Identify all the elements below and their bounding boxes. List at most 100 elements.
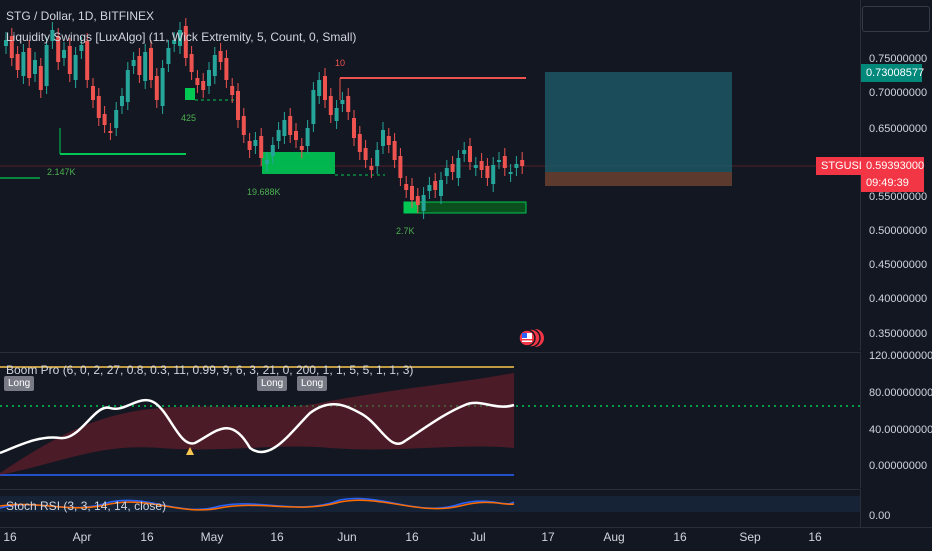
- candle-body: [299, 146, 304, 150]
- candle-body: [433, 181, 438, 190]
- candle-body: [230, 86, 235, 95]
- candle-body: [450, 164, 455, 172]
- candle-body: [311, 90, 316, 124]
- candle-body: [27, 48, 32, 78]
- volume-label: 2.147K: [47, 167, 76, 177]
- time-axis[interactable]: [0, 527, 932, 551]
- candle-body: [183, 26, 188, 58]
- candle-body: [166, 48, 171, 64]
- stoch-k-line: [0, 497, 515, 511]
- candle-body: [247, 141, 252, 150]
- candle-body: [352, 118, 356, 138]
- time-tick: Jul: [470, 530, 486, 544]
- candle-body: [201, 81, 206, 90]
- candle-body: [38, 66, 43, 90]
- candle-body: [294, 131, 298, 140]
- volume-label: 10: [335, 58, 346, 68]
- oscillator-axis[interactable]: 120.00000000 80.00000000 40.00000000 0.0…: [860, 350, 932, 488]
- candle-body: [224, 58, 229, 80]
- candle-body: [120, 96, 124, 106]
- candle-body: [502, 156, 507, 168]
- oscillator-legend[interactable]: Boom Pro (6, 0, 2, 27, 0.8, 0.3, 11, 0.9…: [6, 363, 414, 377]
- candle-body: [108, 131, 113, 133]
- long-signal: Long: [257, 376, 288, 391]
- osc-tick: 40.00000000: [869, 424, 932, 436]
- candle-body: [398, 156, 403, 178]
- candle-body: [375, 150, 380, 166]
- candle-body: [386, 136, 391, 145]
- candle-body: [462, 150, 467, 154]
- candle-body: [334, 108, 339, 121]
- stoch-d-line: [0, 499, 515, 511]
- time-tick: 17: [541, 530, 555, 544]
- candle-body: [270, 145, 275, 156]
- time-tick: Jun: [337, 530, 357, 544]
- candle-body: [102, 114, 107, 125]
- candle-body: [520, 160, 525, 166]
- candle-body: [328, 96, 333, 115]
- candle-body: [241, 116, 246, 135]
- candle-body: [439, 180, 443, 196]
- stoch-rsi-axis[interactable]: 0.00: [860, 489, 932, 527]
- candle-body: [508, 172, 513, 174]
- candle-body: [4, 40, 8, 46]
- time-tick: 16: [3, 530, 17, 544]
- candle-body: [131, 60, 136, 66]
- price-chart-pane[interactable]: [0, 0, 860, 351]
- price-axis[interactable]: 0.75000000 0.70000000 0.65000000 0.55000…: [860, 0, 932, 351]
- candle-body: [363, 148, 368, 160]
- stoch-rsi-chart[interactable]: [0, 490, 860, 528]
- events-flag-icon[interactable]: [518, 327, 544, 349]
- osc-tick: 80.00000000: [869, 387, 932, 399]
- price-tick: 0.50000000: [869, 225, 928, 237]
- stop-zone: [545, 172, 732, 186]
- oscillator-chart[interactable]: [0, 353, 860, 489]
- candle-body: [218, 51, 223, 62]
- time-tick: 16: [673, 530, 687, 544]
- price-tick: 0.45000000: [869, 259, 928, 271]
- liquidity-zone: [404, 202, 418, 213]
- osc-tick: 120.00000000: [869, 350, 932, 362]
- candle-body: [44, 45, 49, 86]
- candle-body: [485, 166, 490, 178]
- candle-body: [9, 36, 14, 58]
- chart-settings-box[interactable]: [862, 6, 930, 32]
- candle-body: [207, 70, 211, 86]
- target-zone: [545, 72, 732, 172]
- candle-body: [427, 185, 432, 191]
- candle-body: [288, 116, 293, 135]
- candle-body: [73, 55, 78, 80]
- candle-body: [172, 40, 177, 44]
- candle-body: [468, 146, 472, 162]
- time-tick: May: [200, 530, 224, 544]
- volume-label: 425: [181, 113, 197, 123]
- candle-body: [79, 45, 84, 51]
- candle-body: [479, 161, 484, 170]
- time-tick: Aug: [603, 530, 625, 544]
- time-tick: 16: [808, 530, 822, 544]
- candle-body: [21, 52, 26, 76]
- stoch-rsi-legend[interactable]: Stoch RSI (3, 3, 14, 14, close): [6, 499, 167, 513]
- oscillator-pane[interactable]: [0, 352, 860, 489]
- candle-body: [91, 86, 95, 100]
- chart-title: STG / Dollar, 1D, BITFINEX: [6, 9, 155, 23]
- osc-tick: 0.00000000: [869, 460, 928, 472]
- candle-body: [195, 78, 200, 85]
- sell-signal-marker: [186, 447, 194, 455]
- volume-label: 2.7K: [396, 226, 415, 236]
- indicator-legend[interactable]: Liquidity Swings [LuxAlgo] (11, Wick Ext…: [6, 30, 357, 44]
- stoch-rsi-pane[interactable]: [0, 489, 860, 528]
- candle-body: [369, 166, 374, 170]
- candle-body: [305, 128, 310, 146]
- candle-body: [317, 80, 322, 96]
- price-tick: 0.55000000: [869, 191, 928, 203]
- price-tick: 0.75000000: [869, 53, 928, 65]
- price-chart[interactable]: [0, 0, 860, 351]
- symbol-tag: STGUSD: [816, 157, 869, 175]
- candle-body: [340, 100, 345, 104]
- candle-body: [346, 96, 351, 112]
- candle-body: [282, 120, 287, 136]
- candle-body: [189, 54, 194, 72]
- long-signal: Long: [4, 376, 35, 391]
- candle-body: [96, 96, 101, 118]
